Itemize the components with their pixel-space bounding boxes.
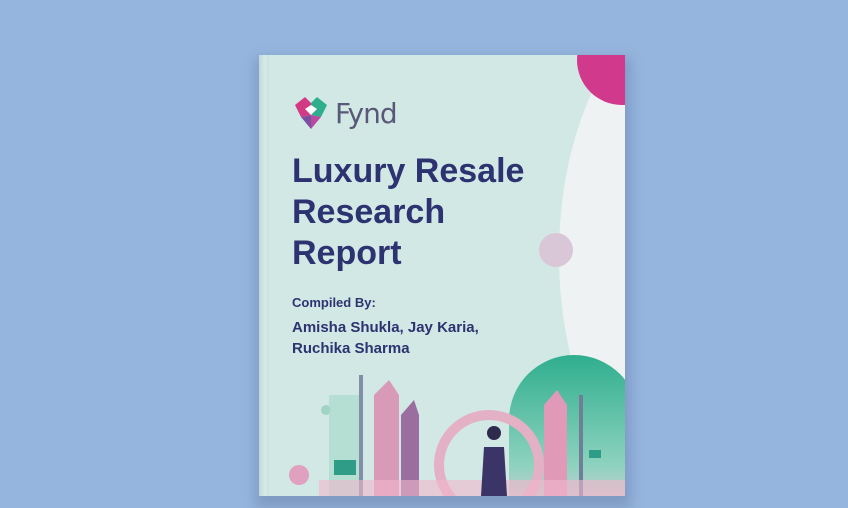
report-title: Luxury Resale Research Report xyxy=(292,151,524,274)
book-spine xyxy=(259,55,269,496)
fynd-logo: Fynd xyxy=(293,95,398,131)
authors-line: Ruchika Sharma xyxy=(292,340,410,357)
brand-name: Fynd xyxy=(335,96,398,130)
title-line: Report xyxy=(292,234,402,272)
decorative-dot xyxy=(289,465,309,485)
title-line: Luxury Resale xyxy=(292,152,525,190)
report-cover: Fynd Luxury Resale Research Report Compi… xyxy=(259,55,625,496)
authors: Amisha Shukla, Jay Karia, Ruchika Sharma xyxy=(292,317,532,359)
fynd-heart-icon xyxy=(295,97,327,129)
decorative-dot xyxy=(539,233,573,267)
decorative-magenta-circle xyxy=(577,55,625,105)
decorative-dot xyxy=(321,405,331,415)
city-illustration xyxy=(319,375,625,496)
compiled-by-label: Compiled By: xyxy=(292,295,376,310)
title-line: Research xyxy=(292,193,446,231)
authors-line: Amisha Shukla, Jay Karia, xyxy=(292,319,479,336)
